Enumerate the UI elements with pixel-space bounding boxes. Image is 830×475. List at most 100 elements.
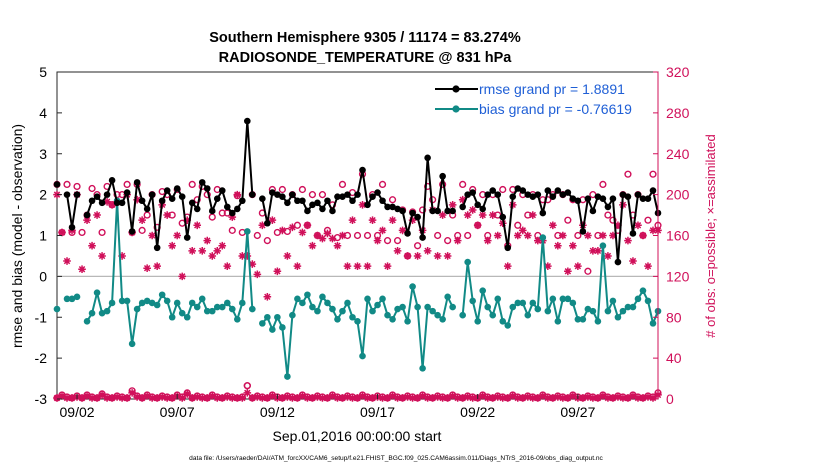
obs-assimilated-marker (544, 262, 552, 270)
obs-assimilated-marker (148, 394, 156, 402)
rmse-point (208, 207, 216, 215)
obs-assimilated-marker (218, 241, 227, 250)
y-tick-label-left: 5 (39, 64, 47, 80)
rmse-point (394, 205, 401, 213)
obs-assimilated-marker (534, 236, 542, 245)
rmse-point (148, 191, 156, 198)
obs-assimilated-marker (263, 394, 272, 402)
bias-point (289, 311, 296, 319)
bias-point (424, 303, 431, 311)
obs-assimilated-marker (338, 231, 347, 240)
obs-assimilated-marker (138, 394, 146, 402)
y-tick-label-right: 40 (666, 350, 682, 366)
obs-assimilated-marker (554, 393, 562, 401)
bias-point (359, 352, 366, 360)
obs-assimilated-marker (483, 394, 492, 402)
y-tick-label-left: 0 (39, 268, 47, 284)
obs-assimilated-marker (88, 241, 96, 250)
rmse-point (524, 191, 532, 198)
obs-assimilated-marker (348, 216, 357, 224)
axes-ticks: -3 -2 -1 0 1 2 3 4 5 0 40 80 120 160 200 240 280 320 09/02… (35, 64, 690, 420)
bias-point (259, 320, 266, 327)
bias-point (374, 301, 381, 309)
rmse-point (489, 187, 497, 194)
obs-assimilated-marker (83, 216, 91, 224)
y-tick-label-left: -2 (35, 350, 48, 366)
obs-possible-marker (363, 231, 372, 240)
obs-assimilated-marker (333, 394, 342, 402)
obs-assimilated-marker (138, 216, 146, 224)
rmse-point (218, 187, 226, 194)
obs-assimilated-marker (408, 216, 417, 224)
data-file-footnote: data file: /Users/raeder/DAI/ATM_forcXX/… (189, 455, 603, 462)
obs-assimilated-marker (488, 211, 497, 219)
bias-point (414, 303, 421, 311)
obs-assimilated-marker (378, 394, 387, 402)
obs-assimilated-marker (423, 247, 432, 255)
rmse-point (319, 205, 326, 213)
rmse-point (163, 187, 171, 194)
obs-assimilated-marker (488, 394, 497, 402)
obs-assimilated-marker (644, 262, 652, 270)
bias-point (649, 320, 657, 327)
bias-point (264, 313, 271, 321)
bias-point (489, 311, 497, 319)
obs-assimilated-marker (183, 390, 192, 398)
obs-possible-marker (604, 211, 612, 219)
rmse-point (244, 117, 251, 125)
obs-assimilated-marker (148, 231, 156, 240)
bias-point (53, 305, 61, 313)
bias-point (143, 297, 151, 305)
obs-possible-marker (218, 209, 226, 217)
rmse-point (359, 166, 366, 174)
y-tick-label-right: 240 (666, 146, 690, 162)
obs-assimilated-marker (513, 231, 522, 240)
obs-assimilated-marker (193, 393, 202, 401)
obs-assimilated-marker (308, 394, 317, 402)
bias-point (479, 287, 487, 294)
bias-point (269, 326, 276, 333)
obs-assimilated-marker (313, 231, 322, 240)
obs-assimilated-marker (408, 394, 417, 402)
bias-point (589, 307, 597, 315)
bias-point (249, 305, 256, 313)
obs-possible-marker (378, 180, 387, 189)
rmse-point (259, 195, 266, 203)
y-tick-label-left: -3 (35, 391, 48, 407)
obs-possible-marker (193, 196, 201, 204)
rmse-point (83, 211, 91, 219)
bias-point (369, 307, 376, 315)
obs-assimilated-marker (328, 392, 337, 400)
obs-assimilated-marker (398, 394, 407, 402)
rmse-point (594, 193, 602, 200)
obs-assimilated-marker (163, 211, 171, 219)
obs-assimilated-marker (564, 394, 572, 402)
obs-assimilated-marker (118, 394, 126, 402)
obs-assimilated-marker (428, 394, 437, 402)
rmse-point (344, 191, 351, 198)
bias-point (294, 295, 301, 303)
rmse-point (289, 191, 296, 198)
obs-assimilated-marker (358, 392, 367, 400)
rmse-point (168, 195, 176, 203)
obs-assimilated-marker (549, 394, 557, 402)
obs-possible-marker (78, 228, 86, 237)
bias-point (128, 340, 136, 348)
obs-possible-marker (98, 228, 106, 237)
obs-assimilated-marker (599, 392, 607, 400)
rmse-point (534, 191, 542, 198)
bias-point (514, 299, 522, 307)
rmse-point (98, 199, 106, 207)
obs-possible-marker (644, 216, 652, 224)
bias-point (384, 311, 391, 319)
obs-assimilated-marker (133, 195, 141, 204)
obs-assimilated-marker (98, 252, 106, 260)
bias-point (409, 283, 416, 290)
bias-point (609, 297, 617, 305)
obs-assimilated-marker (609, 231, 617, 240)
obs-assimilated-marker (639, 231, 647, 240)
legend-bias-marker (452, 105, 460, 113)
obs-assimilated-marker (308, 241, 317, 250)
rmse-point (574, 197, 582, 205)
rmse-point (404, 230, 411, 237)
